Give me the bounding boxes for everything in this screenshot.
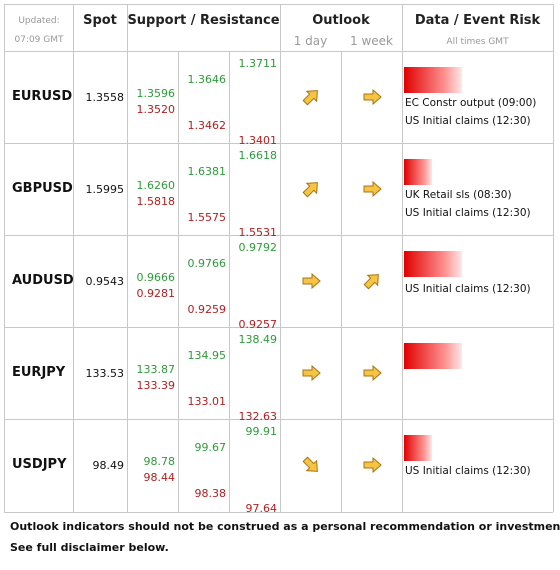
resistance: 1.3711	[238, 57, 278, 70]
grid-line	[4, 327, 553, 328]
grid-line	[73, 4, 74, 512]
resistance: 0.9666	[136, 271, 176, 284]
footer-line: See full disclaimer below.	[10, 541, 169, 554]
pair: GBPUSD	[12, 181, 73, 196]
outlook-1day: 1 day	[293, 34, 328, 48]
outlook-arrow	[300, 86, 322, 112]
support: 1.5575	[187, 211, 227, 224]
spot: 98.49	[92, 459, 125, 472]
spot: 1.3558	[85, 91, 125, 104]
grid-line	[4, 143, 553, 144]
updated-label: Updated:	[18, 16, 60, 26]
resistance: 98.78	[143, 455, 176, 468]
event-header: Data / Event Risk	[414, 13, 541, 28]
outlook-arrow	[300, 178, 322, 204]
outlook-arrow	[361, 86, 383, 112]
grid-line	[402, 4, 403, 512]
support: 98.44	[143, 471, 176, 484]
pair: EURUSD	[12, 89, 73, 104]
event: UK Retail sls (08:30)	[405, 189, 512, 201]
spot-header: Spot	[83, 13, 117, 28]
outlook-arrow	[300, 362, 322, 388]
event: US Initial claims (12:30)	[405, 207, 531, 219]
outlook-arrow	[361, 362, 383, 388]
event: EC Constr output (09:00)	[405, 97, 537, 109]
outlook-header: Outlook	[312, 13, 370, 28]
support: 0.9281	[136, 287, 176, 300]
support: 132.63	[238, 410, 278, 423]
outlook-arrow	[300, 454, 322, 480]
outlook-1week: 1 week	[350, 34, 393, 48]
resistance: 0.9766	[187, 257, 227, 270]
grid-line	[229, 51, 230, 512]
support: 133.39	[136, 379, 176, 392]
resistance: 1.3646	[187, 73, 227, 86]
support: 1.5531	[238, 226, 278, 239]
support: 0.9259	[187, 303, 227, 316]
footer-line: Outlook indicators should not be constru…	[10, 520, 560, 533]
resistance: 1.3596	[136, 87, 176, 100]
grid-line	[4, 51, 553, 52]
risk-bar	[404, 435, 432, 461]
support: 98.38	[194, 487, 227, 500]
support: 1.3401	[238, 134, 278, 147]
support: 1.5818	[136, 195, 176, 208]
event: US Initial claims (12:30)	[405, 115, 531, 127]
support: 1.3520	[136, 103, 176, 116]
resistance: 99.91	[245, 425, 278, 438]
outlook-arrow	[361, 178, 383, 204]
support: 0.9257	[238, 318, 278, 331]
spot: 0.9543	[85, 275, 125, 288]
resistance: 0.9792	[238, 241, 278, 254]
outlook-arrow	[361, 454, 383, 480]
grid-line	[341, 51, 342, 512]
resistance: 1.6618	[238, 149, 278, 162]
times-note: All times GMT	[446, 37, 509, 47]
resistance: 1.6381	[187, 165, 227, 178]
pair: AUDUSD	[12, 273, 74, 288]
grid-line	[280, 4, 281, 512]
grid-line	[4, 235, 553, 236]
risk-bar	[404, 251, 462, 277]
support: 1.3462	[187, 119, 227, 132]
resistance: 1.6260	[136, 179, 176, 192]
risk-bar	[404, 343, 462, 369]
grid-line	[4, 4, 5, 512]
resistance: 138.49	[238, 333, 278, 346]
resistance: 133.87	[136, 363, 176, 376]
resistance: 99.67	[194, 441, 227, 454]
support: 133.01	[187, 395, 227, 408]
risk-bar	[404, 159, 432, 185]
grid-line	[4, 4, 553, 5]
risk-bar	[404, 67, 462, 93]
updated-time: 07:09 GMT	[14, 35, 64, 45]
pair: EURJPY	[12, 365, 66, 380]
grid-line	[4, 512, 553, 513]
outlook-arrow	[300, 270, 322, 296]
grid-line	[4, 419, 553, 420]
spot: 1.5995	[85, 183, 125, 196]
pair: USDJPY	[12, 457, 67, 472]
grid-line	[178, 51, 179, 512]
support: 97.64	[245, 502, 278, 515]
event: US Initial claims (12:30)	[405, 465, 531, 477]
grid-line	[127, 4, 128, 512]
event: US Initial claims (12:30)	[405, 283, 531, 295]
outlook-arrow	[361, 270, 383, 296]
sr-header: Support / Resistance	[127, 13, 280, 28]
spot: 133.53	[85, 367, 125, 380]
grid-line	[553, 4, 554, 512]
resistance: 134.95	[187, 349, 227, 362]
